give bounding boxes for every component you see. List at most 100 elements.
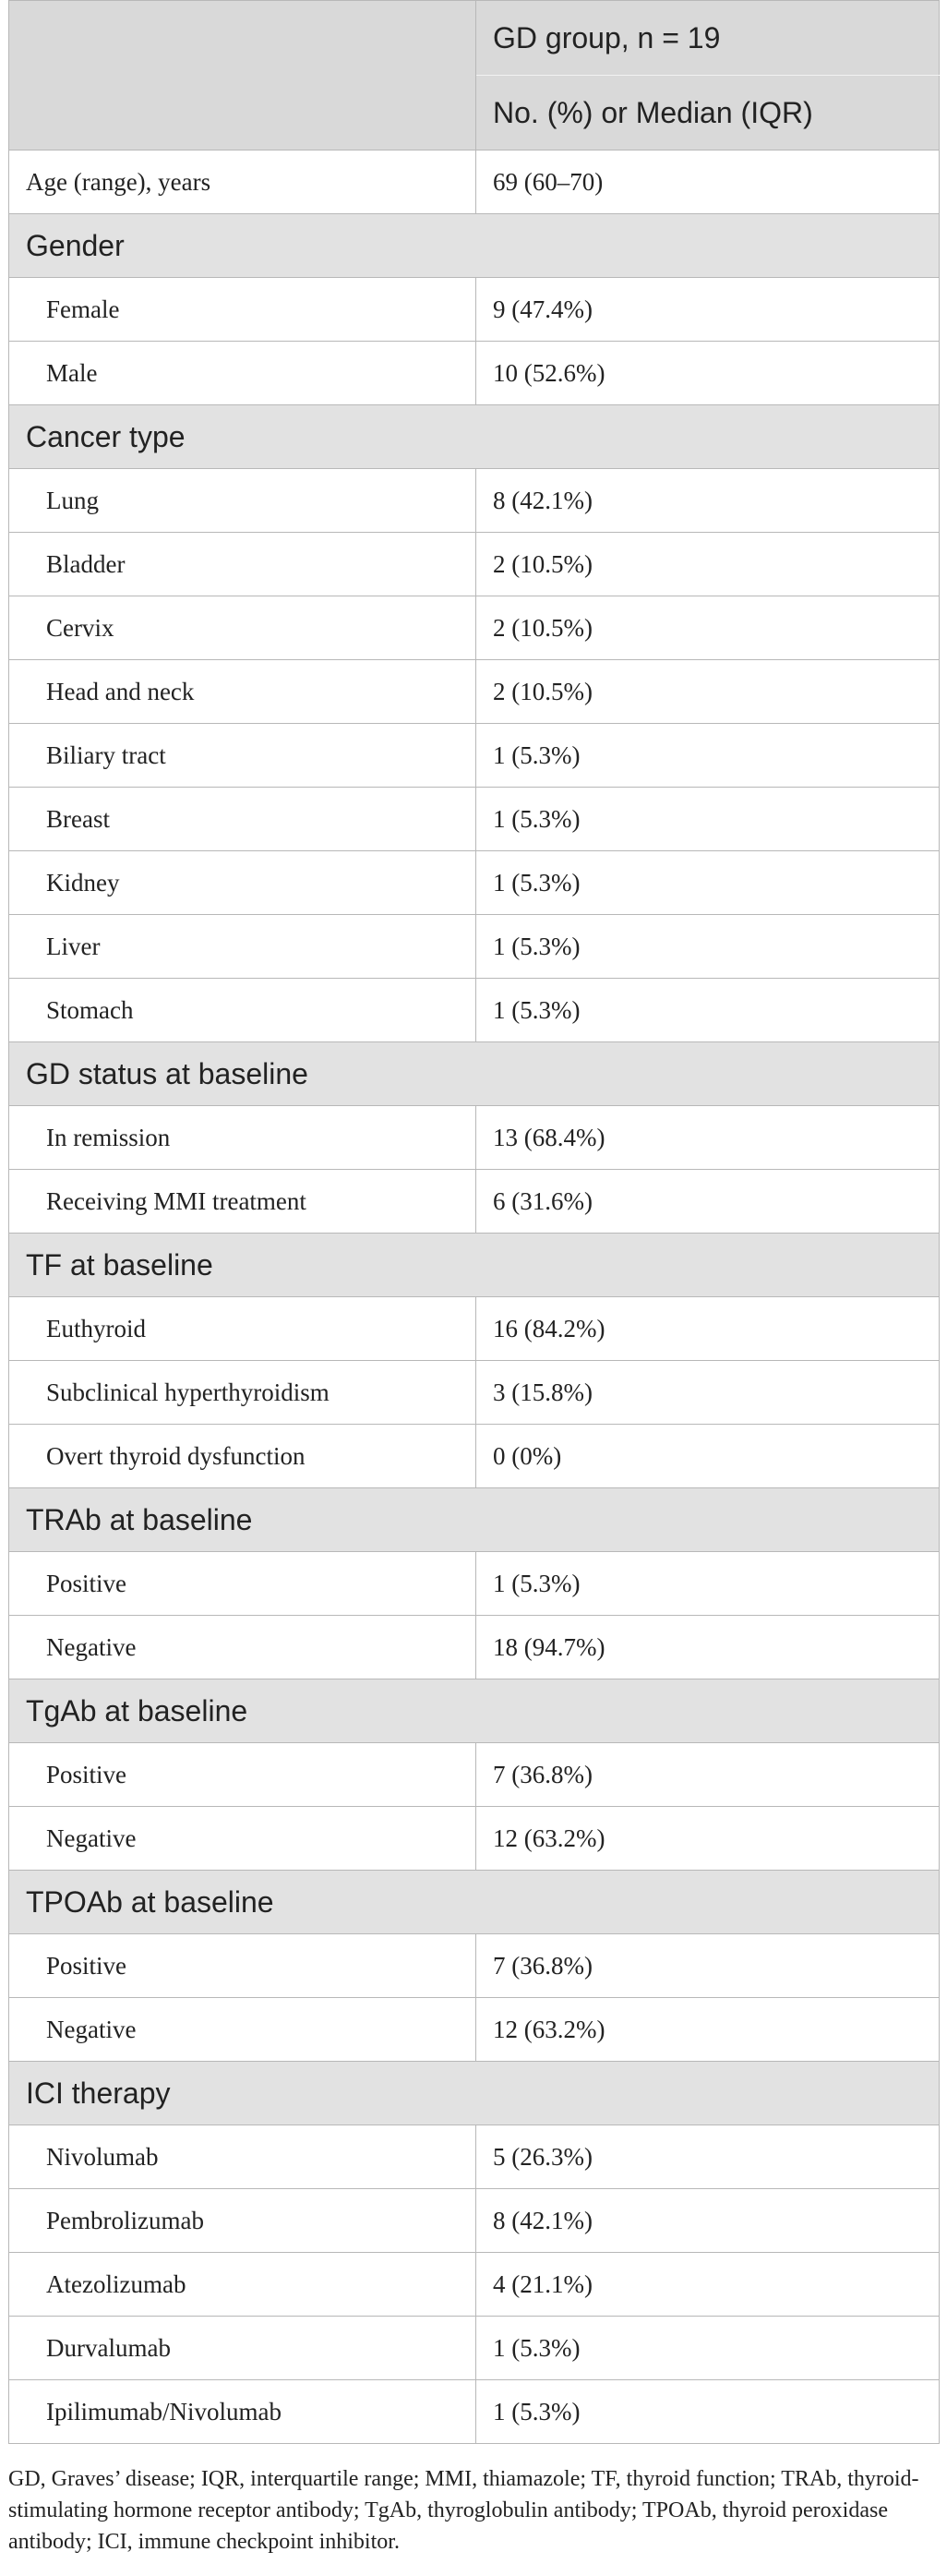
row-value: 0 (0%) (475, 1424, 940, 1488)
row-label: Receiving MMI treatment (8, 1169, 476, 1234)
row-label: Bladder (8, 532, 476, 596)
row-label: Overt thyroid dysfunction (8, 1424, 476, 1488)
row-label: Negative (8, 1806, 476, 1871)
section-title: Gender (8, 213, 940, 278)
row-value: 69 (60–70) (475, 150, 940, 214)
section-title: TRAb at baseline (8, 1487, 940, 1552)
row-value: 1 (5.3%) (475, 978, 940, 1042)
header-row: No. (%) or Median (IQR) (9, 75, 940, 150)
row: Durvalumab 1 (5.3%) (8, 2316, 940, 2380)
row-value: 2 (10.5%) (475, 596, 940, 660)
row-value: 9 (47.4%) (475, 277, 940, 342)
row-label: Durvalumab (8, 2316, 476, 2380)
row-value: 16 (84.2%) (475, 1296, 940, 1361)
row: Subclinical hyperthyroidism 3 (15.8%) (8, 1360, 940, 1425)
row-value: 1 (5.3%) (475, 1551, 940, 1616)
row: Age (range), years 69 (60–70) (8, 150, 940, 214)
row: Negative 12 (63.2%) (8, 1806, 940, 1871)
row-value: 1 (5.3%) (475, 2316, 940, 2380)
row-value: 8 (42.1%) (475, 2188, 940, 2253)
section-title: GD status at baseline (8, 1041, 940, 1106)
row-value: 10 (52.6%) (475, 341, 940, 405)
row: Euthyroid 16 (84.2%) (8, 1296, 940, 1361)
row-value: 2 (10.5%) (475, 532, 940, 596)
row: Positive 7 (36.8%) (8, 1933, 940, 1998)
section-title: TgAb at baseline (8, 1679, 940, 1743)
row-label: Female (8, 277, 476, 342)
row: Receiving MMI treatment 6 (31.6%) (8, 1169, 940, 1234)
row-value: 1 (5.3%) (475, 787, 940, 851)
section-title: TF at baseline (8, 1233, 940, 1297)
row-value: 8 (42.1%) (475, 468, 940, 533)
section-row: TRAb at baseline (8, 1487, 940, 1552)
row: Biliary tract 1 (5.3%) (8, 723, 940, 788)
section-row: TPOAb at baseline (8, 1870, 940, 1934)
row-label: Negative (8, 1997, 476, 2062)
row-value: 13 (68.4%) (475, 1105, 940, 1170)
row: Overt thyroid dysfunction 0 (0%) (8, 1424, 940, 1488)
row-label: Positive (8, 1551, 476, 1616)
row: Pembrolizumab 8 (42.1%) (8, 2188, 940, 2253)
row-value: 3 (15.8%) (475, 1360, 940, 1425)
row: Positive 1 (5.3%) (8, 1551, 940, 1616)
section-row: TgAb at baseline (8, 1679, 940, 1743)
row: Kidney 1 (5.3%) (8, 850, 940, 915)
row-label: Subclinical hyperthyroidism (8, 1360, 476, 1425)
row: Breast 1 (5.3%) (8, 787, 940, 851)
row-label: Male (8, 341, 476, 405)
row: Positive 7 (36.8%) (8, 1742, 940, 1807)
row: Bladder 2 (10.5%) (8, 532, 940, 596)
row: Atezolizumab 4 (21.1%) (8, 2252, 940, 2317)
row-label: Stomach (8, 978, 476, 1042)
header-corner (8, 0, 476, 150)
row-label: Biliary tract (8, 723, 476, 788)
row: In remission 13 (68.4%) (8, 1105, 940, 1170)
header-cell: GD group, n = 19 (475, 0, 940, 76)
row-label: Age (range), years (8, 150, 476, 214)
row-label: Euthyroid (8, 1296, 476, 1361)
row-value: 12 (63.2%) (475, 1997, 940, 2062)
row: Ipilimumab/Nivolumab 1 (5.3%) (8, 2379, 940, 2444)
footnote: GD, Graves’ disease; IQR, interquartile … (8, 2467, 919, 2554)
row-value: 2 (10.5%) (475, 659, 940, 724)
row: Cervix 2 (10.5%) (8, 596, 940, 660)
row: Nivolumab 5 (26.3%) (8, 2125, 940, 2189)
header-row: GD group, n = 19 (8, 0, 940, 150)
row: Liver 1 (5.3%) (8, 914, 940, 979)
row: Negative 18 (94.7%) (8, 1615, 940, 1679)
section-row: Gender (8, 213, 940, 278)
row-label: Negative (8, 1615, 476, 1679)
row: Male 10 (52.6%) (8, 341, 940, 405)
row-label: Breast (8, 787, 476, 851)
row-value: 4 (21.1%) (475, 2252, 940, 2317)
section-row: GD status at baseline (8, 1041, 940, 1106)
row-value: 6 (31.6%) (475, 1169, 940, 1234)
data-table: GD group, n = 19 No. (%) or Median (IQR) A… (8, 0, 940, 2444)
row: Negative 12 (63.2%) (8, 1997, 940, 2062)
row-label: Cervix (8, 596, 476, 660)
row: Lung 8 (42.1%) (8, 468, 940, 533)
row: Stomach 1 (5.3%) (8, 978, 940, 1042)
table-body: GD group, n = 19 No. (%) or Median (IQR) A… (8, 0, 940, 2444)
row-label: Positive (8, 1742, 476, 1807)
section-title: ICI therapy (8, 2061, 940, 2125)
row-label: In remission (8, 1105, 476, 1170)
section-row: Cancer type (8, 404, 940, 469)
header-cell: No. (%) or Median (IQR) (475, 75, 940, 150)
row-value: 1 (5.3%) (475, 850, 940, 915)
row-label: Pembrolizumab (8, 2188, 476, 2253)
row-label: Ipilimumab/Nivolumab (8, 2379, 476, 2444)
row-label: Lung (8, 468, 476, 533)
row-value: 18 (94.7%) (475, 1615, 940, 1679)
row-value: 12 (63.2%) (475, 1806, 940, 1871)
section-row: TF at baseline (8, 1233, 940, 1297)
row-label: Atezolizumab (8, 2252, 476, 2317)
row: Female 9 (47.4%) (8, 277, 940, 342)
section-title: Cancer type (8, 404, 940, 469)
row-label: Positive (8, 1933, 476, 1998)
row: Head and neck 2 (10.5%) (8, 659, 940, 724)
row-label: Head and neck (8, 659, 476, 724)
row-value: 7 (36.8%) (475, 1742, 940, 1807)
row-value: 1 (5.3%) (475, 2379, 940, 2444)
